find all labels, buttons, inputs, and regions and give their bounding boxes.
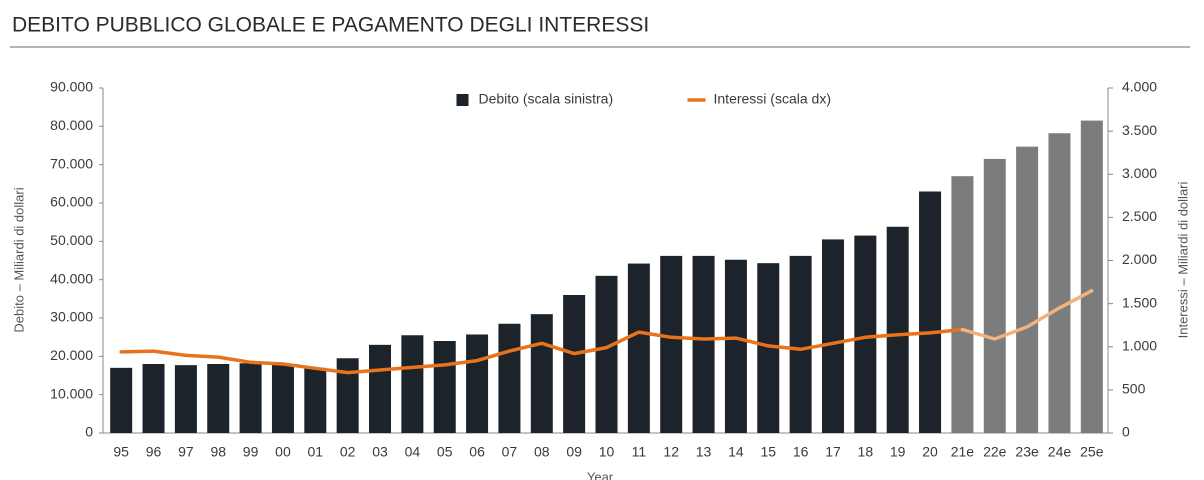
x-tick-label: 19 [890,444,906,460]
bar [401,335,424,433]
bar [110,367,133,433]
x-tick-label: 05 [437,444,453,460]
x-tick-label: 95 [113,444,129,460]
x-tick-label: 10 [599,444,615,460]
bar [983,158,1006,433]
line [960,288,1094,341]
y2-tick-label: 3.500 [1122,122,1157,138]
y-tick-label: 80.000 [50,117,93,133]
bar [433,341,456,433]
bar [692,255,715,433]
x-tick-label: 97 [178,444,194,460]
bar [369,344,392,433]
chart-title: DEBITO PUBBLICO GLOBALE E PAGAMENTO DEGL… [12,14,649,37]
x-tick-label: 20 [922,444,938,460]
bar [854,235,877,433]
bar [239,363,262,433]
y-tick-label: 70.000 [50,155,93,171]
bar [142,364,165,433]
x-tick-label: 14 [728,444,744,460]
x-tick-label: 96 [146,444,162,460]
y-tick-label: 90.000 [50,79,93,95]
bar [595,275,618,433]
x-tick-label: 15 [760,444,776,460]
legend-swatch [456,94,469,106]
x-axis-title: Year [587,469,614,480]
y-tick-label: 50.000 [50,232,93,248]
legend-label: Debito (scala sinistra) [479,91,614,107]
bar [304,367,327,433]
bar [530,314,553,433]
bar [174,365,197,433]
x-tick-label: 07 [502,444,518,460]
y2-axis-title: Interessi – Miliardi di dollari [1175,181,1190,338]
bar [660,255,683,433]
y-tick-label: 0 [85,424,93,440]
bar [886,226,909,433]
bar [1080,120,1103,433]
x-tick-label: 16 [793,444,809,460]
bar [563,295,586,433]
x-tick-label: 00 [275,444,291,460]
x-tick-label: 06 [469,444,485,460]
x-tick-label: 13 [696,444,712,460]
x-tick-label: 99 [243,444,259,460]
line [119,327,965,375]
bar [789,255,812,433]
x-tick-label: 21e [951,444,975,460]
x-tick-label: 98 [210,444,226,460]
bar [271,364,294,433]
y2-tick-label: 500 [1122,381,1146,397]
bar [757,263,780,433]
x-tick-label: 18 [858,444,874,460]
x-tick-label: 09 [566,444,582,460]
y2-tick-label: 2.000 [1122,251,1157,267]
bar [466,334,489,433]
x-tick-label: 08 [534,444,550,460]
y2-tick-label: 1.500 [1122,294,1157,310]
bar [951,176,974,433]
y2-tick-label: 1.000 [1122,337,1157,353]
x-tick-label: 22e [983,444,1007,460]
bar [498,323,521,433]
bar [1016,146,1039,433]
x-tick-label: 24e [1048,444,1072,460]
x-tick-label: 04 [405,444,421,460]
y2-tick-label: 3.000 [1122,165,1157,181]
y-tick-label: 10.000 [50,385,93,401]
y-tick-label: 40.000 [50,270,93,286]
bar [627,263,650,433]
bar [336,358,359,433]
y-tick-label: 60.000 [50,194,93,210]
legend-label: Interessi (scala dx) [714,91,831,107]
x-tick-label: 17 [825,444,841,460]
y2-tick-label: 4.000 [1122,79,1157,95]
x-tick-label: 12 [663,444,679,460]
bar [207,364,230,433]
bar [724,259,747,433]
y-tick-label: 20.000 [50,347,93,363]
x-tick-label: 25e [1080,444,1104,460]
y2-tick-label: 0 [1122,424,1130,440]
x-tick-label: 01 [308,444,324,460]
y-tick-label: 30.000 [50,309,93,325]
bar [1048,133,1071,433]
bar [821,239,844,433]
x-tick-label: 03 [372,444,388,460]
x-tick-label: 11 [632,444,647,460]
x-tick-label: 02 [340,444,356,460]
y2-tick-label: 2.500 [1122,208,1157,224]
bar [919,191,942,433]
x-tick-label: 23e [1015,444,1039,460]
y-axis-title: Debito – Miliardi di dollari [11,187,26,332]
